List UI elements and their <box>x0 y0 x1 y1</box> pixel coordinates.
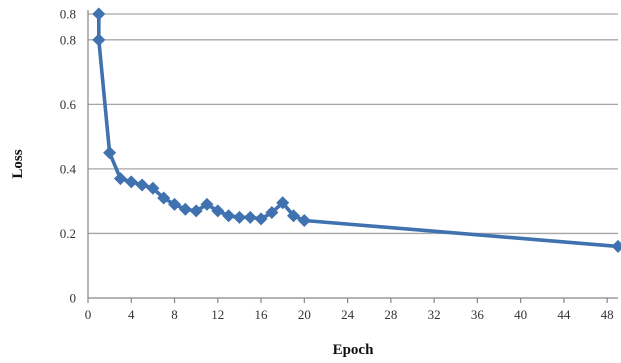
data-point <box>135 178 149 192</box>
data-point <box>103 146 117 160</box>
data-point <box>168 197 182 211</box>
data-point <box>232 210 246 224</box>
data-point <box>92 7 106 21</box>
data-point <box>189 204 203 218</box>
x-tick-label: 0 <box>85 307 92 322</box>
data-point <box>92 33 106 47</box>
gridlines <box>88 13 618 235</box>
data-point <box>297 214 311 228</box>
data-point <box>146 181 160 195</box>
data-point <box>157 191 171 205</box>
loss-series <box>92 7 621 253</box>
x-tick-label: 40 <box>514 307 527 322</box>
y-tick-label: 0.2 <box>60 226 76 241</box>
axes <box>87 10 618 303</box>
x-tick-label: 32 <box>428 307 441 322</box>
x-tick-label: 12 <box>211 307 224 322</box>
x-tick-label: 16 <box>255 307 269 322</box>
x-tick-label: 44 <box>557 307 571 322</box>
series-line <box>97 12 620 249</box>
data-point <box>276 196 290 210</box>
x-tick-label: 20 <box>298 307 311 322</box>
data-point <box>113 172 127 186</box>
data-point <box>200 197 214 211</box>
x-tick-label: 24 <box>341 307 355 322</box>
x-tick-label: 48 <box>601 307 614 322</box>
data-point <box>124 175 138 189</box>
y-tick-label: 0 <box>70 291 77 306</box>
x-tick-label: 4 <box>128 307 135 322</box>
y-tick-label: 0.8 <box>60 7 76 22</box>
data-point <box>287 209 301 223</box>
y-tick-label: 0.6 <box>60 97 77 112</box>
data-point <box>265 205 279 219</box>
data-point <box>254 212 268 226</box>
data-point <box>611 239 621 253</box>
data-point <box>222 209 236 223</box>
x-tick-label: 28 <box>384 307 397 322</box>
x-axis-title: Epoch <box>333 342 375 358</box>
data-point <box>178 202 192 216</box>
y-tick-labels: 0 0.2 0.4 0.6 0.8 0.8 <box>60 7 77 306</box>
y-axis-title: Loss <box>10 149 26 178</box>
x-tick-label: 36 <box>471 307 485 322</box>
x-tick-label: 8 <box>171 307 178 322</box>
y-tick-label: 0.4 <box>60 161 77 176</box>
x-tick-labels: 0 4 8 12 16 20 24 28 32 36 40 44 48 <box>85 307 614 322</box>
y-tick-label: 0.8 <box>60 32 76 47</box>
data-point <box>211 204 225 218</box>
data-point <box>243 210 257 224</box>
